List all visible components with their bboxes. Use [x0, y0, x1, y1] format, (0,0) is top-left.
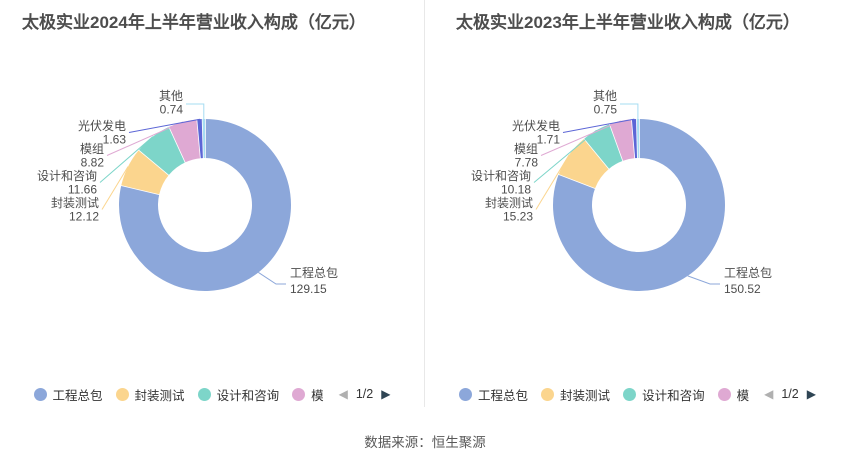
legend-pager: ◀ 1/2 ▶	[764, 387, 816, 401]
chart-panel-2023: 工程总包 150.52 封装测试 15.23 设计和咨询 10.18 模组 7.78 光伏发电 1…	[425, 0, 850, 407]
legend-item-模[interactable]: 模	[717, 385, 750, 404]
legend-dot-icon	[292, 387, 306, 401]
slice-label-value-光伏发电: 1.63	[103, 133, 127, 147]
pie-slice-其他[interactable]	[636, 118, 640, 159]
chart-title-2024: 太极实业2024年上半年营业收入构成（亿元）	[22, 13, 366, 32]
legend-item-工程总包[interactable]: 工程总包	[33, 385, 103, 404]
slice-label-name-光伏发电: 光伏发电	[512, 118, 560, 133]
pie-slice-其他[interactable]	[201, 118, 206, 159]
slice-label-name-封装测试: 封装测试	[51, 195, 99, 210]
pie-slice-工程总包[interactable]	[552, 118, 726, 292]
slice-label-name-工程总包: 工程总包	[290, 265, 338, 280]
slice-label-value-设计和咨询: 11.66	[68, 183, 97, 197]
label-line-其他	[186, 103, 205, 119]
label-line-光伏发电	[128, 118, 200, 133]
legend-page-indicator: 1/2	[781, 387, 799, 401]
slice-label-value-封装测试: 12.12	[69, 210, 99, 224]
data-source-note: 数据来源：恒生聚源	[364, 435, 486, 450]
slice-label-name-模组: 模组	[80, 142, 104, 156]
slice-label-value-光伏发电: 1.71	[537, 133, 561, 147]
label-line-设计和咨询	[533, 129, 597, 183]
legend-item-设计和咨询[interactable]: 设计和咨询	[197, 385, 280, 404]
legend-next-page-icon[interactable]: ▶	[381, 387, 391, 401]
slice-label-name-封装测试: 封装测试	[485, 195, 533, 210]
legend-dot-icon	[541, 387, 555, 401]
legend-item-label: 设计和咨询	[216, 388, 280, 403]
legend-page-indicator: 1/2	[355, 387, 374, 401]
slice-label-value-模组: 8.82	[81, 156, 105, 170]
slice-label-value-其他: 0.74	[160, 103, 184, 117]
legend-prev-page-icon[interactable]: ◀	[338, 387, 348, 401]
legend-dot-icon	[459, 387, 473, 401]
slice-label-value-工程总包: 150.52	[724, 282, 761, 296]
label-line-封装测试	[101, 166, 129, 210]
legend-2023: 工程总包 封装测试 设计和咨询 模 ◀ 1/2 ▶	[425, 384, 850, 404]
legend-item-封装测试[interactable]: 封装测试	[541, 385, 610, 404]
legend-item-label: 工程总包	[52, 388, 103, 403]
slice-label-value-模组: 7.78	[515, 156, 539, 170]
label-line-模组	[106, 121, 184, 156]
slice-label-value-其他: 0.75	[594, 103, 618, 117]
legend-next-page-icon[interactable]: ▶	[806, 387, 816, 401]
legend-item-label: 模	[736, 388, 750, 403]
label-line-模组	[540, 120, 621, 156]
slice-label-value-封装测试: 15.23	[503, 210, 533, 224]
legend-dot-icon	[115, 387, 129, 401]
legend-item-封装测试[interactable]: 封装测试	[115, 385, 185, 404]
legend-item-label: 工程总包	[478, 388, 529, 403]
legend-item-模[interactable]: 模	[292, 385, 324, 404]
label-line-光伏发电	[562, 118, 635, 133]
pie-slice-工程总包[interactable]	[118, 118, 292, 292]
legend-item-label: 封装测试	[560, 388, 611, 403]
slice-label-value-工程总包: 129.15	[290, 282, 327, 296]
chart-panel-2024: 工程总包 129.15 封装测试 12.12 设计和咨询 11.66 模组 8.82 光伏发电 1…	[0, 0, 425, 407]
slice-label-name-设计和咨询: 设计和咨询	[37, 168, 97, 183]
legend-dot-icon	[623, 387, 637, 401]
legend-dot-icon	[717, 387, 731, 401]
legend-dot-icon	[197, 387, 211, 401]
label-line-工程总包	[687, 275, 720, 285]
legend-item-工程总包[interactable]: 工程总包	[459, 385, 528, 404]
label-line-封装测试	[535, 154, 570, 210]
legend-prev-page-icon[interactable]: ◀	[764, 387, 774, 401]
slice-label-name-光伏发电: 光伏发电	[78, 118, 126, 133]
legend-item-设计和咨询[interactable]: 设计和咨询	[623, 385, 705, 404]
slice-label-name-工程总包: 工程总包	[724, 265, 772, 280]
label-line-设计和咨询	[99, 136, 154, 183]
legend-pager: ◀ 1/2 ▶	[339, 387, 391, 401]
legend-dot-icon	[33, 387, 47, 401]
legend-item-label: 模	[311, 388, 324, 403]
slice-label-name-其他: 其他	[159, 89, 183, 103]
slice-label-name-模组: 模组	[514, 142, 538, 156]
legend-2024: 工程总包 封装测试 设计和咨询 模 ◀ 1/2 ▶	[0, 384, 424, 404]
label-line-其他	[620, 103, 639, 119]
chart-title-2023: 太极实业2023年上半年营业收入构成（亿元）	[456, 13, 800, 32]
label-line-工程总包	[258, 271, 286, 285]
legend-item-label: 设计和咨询	[642, 388, 705, 403]
legend-item-label: 封装测试	[134, 388, 185, 403]
slice-label-value-设计和咨询: 10.18	[501, 183, 531, 197]
slice-label-name-设计和咨询: 设计和咨询	[471, 168, 531, 183]
slice-label-name-其他: 其他	[593, 89, 617, 103]
